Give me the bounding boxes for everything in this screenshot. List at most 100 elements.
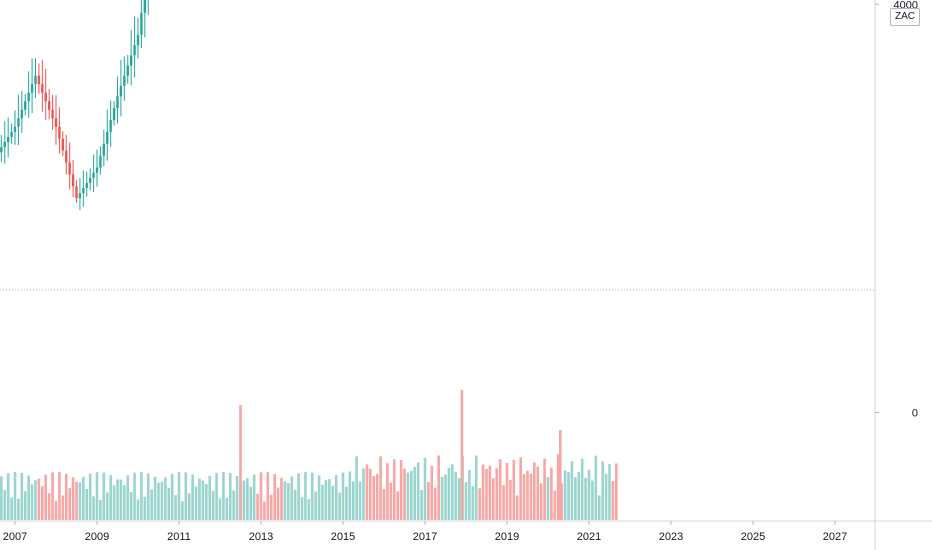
volume-bar	[184, 472, 188, 520]
volume-bar	[604, 473, 608, 520]
volume-bar	[3, 490, 7, 520]
x-axis-tick-label: 2017	[413, 531, 437, 543]
volume-bar	[157, 482, 160, 520]
volume-bar	[485, 468, 488, 520]
x-axis-tick-label: 2011	[167, 531, 191, 543]
volume-bar	[502, 485, 505, 520]
volume-bar	[112, 485, 116, 520]
candle-body	[10, 131, 13, 137]
candle-body	[0, 147, 3, 153]
volume-bar	[252, 474, 256, 520]
volume-bar	[317, 475, 321, 520]
volume-bar	[567, 471, 570, 520]
volume-bar	[608, 464, 611, 520]
volume-bar	[488, 465, 492, 520]
currency-label[interactable]: ZAC	[890, 8, 920, 26]
volume-bar	[181, 501, 184, 520]
volume-bar	[468, 469, 471, 520]
candle-body	[95, 167, 99, 173]
volume-bar	[283, 481, 287, 520]
volume-bar	[310, 472, 314, 520]
volume-bar	[492, 478, 495, 520]
volume-bar	[276, 487, 280, 520]
volume-bar	[563, 470, 567, 520]
volume-bar	[37, 478, 41, 520]
candle-body	[129, 55, 133, 66]
volume-bar	[140, 472, 143, 520]
volume-bar	[529, 473, 533, 520]
volume-bar	[560, 483, 563, 520]
volume-bar	[321, 484, 324, 520]
volume-bar	[88, 473, 92, 520]
x-axis-tick-label: 2025	[741, 531, 765, 543]
volume-bar	[126, 475, 130, 520]
volume-bar	[440, 476, 444, 520]
volume-bar	[6, 473, 10, 520]
volume-bar	[123, 485, 126, 520]
volume-bar	[92, 496, 95, 520]
x-axis-tick-label: 2027	[823, 531, 847, 543]
plot-background	[0, 0, 875, 521]
volume-bar	[34, 480, 37, 520]
candle-body	[102, 143, 106, 156]
volume-bar	[550, 467, 553, 520]
volume-bar	[559, 430, 562, 520]
volume-bar	[143, 496, 147, 520]
volume-bar	[0, 476, 3, 520]
x-axis-tick-label: 2007	[3, 531, 27, 543]
volume-bar	[304, 472, 307, 520]
candle-body	[54, 118, 58, 127]
volume-bar	[167, 487, 171, 520]
volume-bar	[170, 473, 174, 520]
candle-body	[47, 101, 51, 110]
volume-bar	[341, 472, 345, 520]
candle-body	[116, 96, 119, 109]
volume-bar	[594, 455, 598, 520]
volume-bar	[150, 489, 153, 520]
volume-bar	[591, 480, 594, 520]
volume-bar	[20, 472, 24, 520]
volume-bar	[300, 497, 304, 520]
volume-bar	[437, 455, 440, 520]
volume-bar	[68, 488, 71, 520]
candle-body	[78, 193, 82, 199]
candle-body	[34, 75, 37, 85]
volume-bar	[509, 479, 512, 520]
volume-bar	[297, 473, 300, 520]
y-axis-tick-label: 4000	[894, 0, 918, 11]
volume-bar	[406, 472, 410, 520]
volume-bar	[266, 472, 270, 520]
volume-bar	[102, 472, 106, 520]
volume-bar	[249, 486, 253, 520]
volume-bar	[423, 457, 427, 520]
volume-bar	[95, 472, 99, 520]
volume-bar	[375, 473, 379, 520]
volume-bar	[338, 492, 341, 520]
volume-bar	[75, 481, 78, 520]
volume-bar	[328, 479, 331, 520]
volume-bar	[54, 500, 58, 520]
volume-bar	[109, 475, 112, 520]
volume-bar	[177, 472, 181, 520]
volume-bar	[399, 460, 403, 520]
volume-bar	[129, 492, 133, 520]
volume-bar	[495, 468, 499, 520]
x-axis-tick-label: 2023	[659, 531, 683, 543]
candle-body	[106, 131, 109, 144]
volume-bar	[198, 478, 201, 520]
volume-bar	[116, 479, 119, 520]
volume-bar	[222, 472, 225, 520]
volume-bar	[355, 456, 358, 520]
volume-bar	[451, 464, 454, 520]
candle-body	[143, 0, 147, 13]
candle-body	[71, 174, 75, 187]
volume-bar	[269, 494, 273, 520]
volume-bar	[533, 462, 536, 520]
volume-bar	[433, 487, 437, 520]
volume-bar	[85, 488, 89, 520]
volume-bar	[314, 491, 317, 520]
candle-body	[51, 109, 54, 119]
x-axis-tick-label: 2009	[85, 531, 109, 543]
volume-bar	[215, 472, 218, 520]
